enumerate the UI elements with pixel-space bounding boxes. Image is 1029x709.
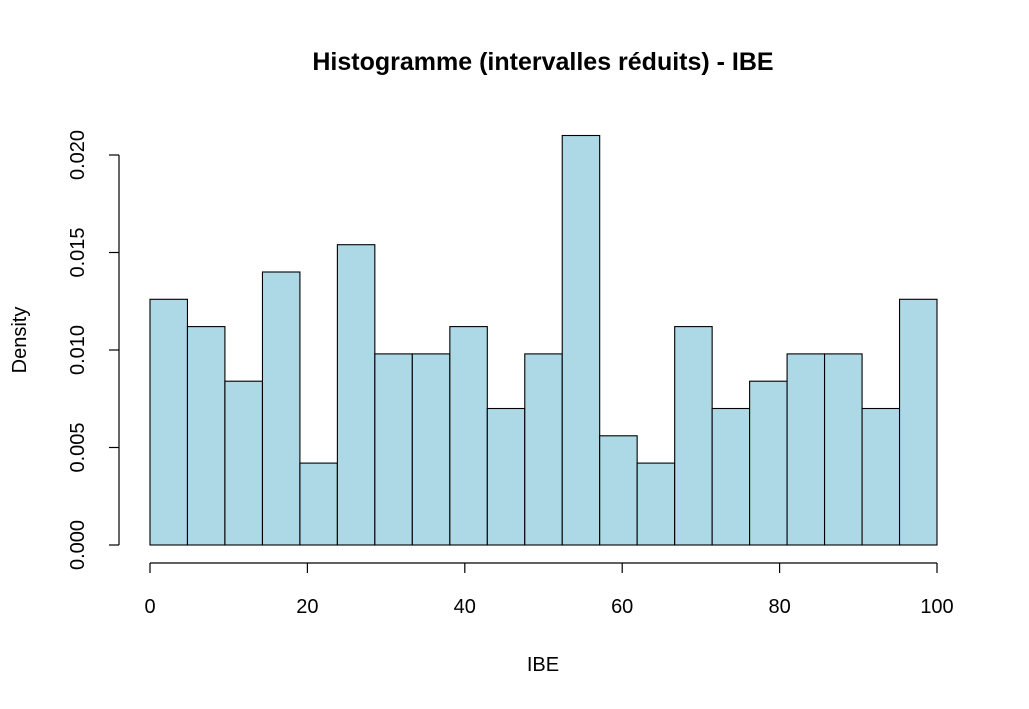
x-axis: 0 20 40 60 80 100: [144, 562, 954, 618]
histogram-bar: [711, 407, 751, 546]
y-axis: 0.000 0.005 0.010 0.015 0.020: [67, 130, 120, 570]
histogram-bar: [749, 380, 788, 546]
x-tick-label: 0: [144, 596, 155, 618]
histogram-bar: [823, 353, 863, 546]
x-tick-label: 80: [768, 596, 790, 618]
histogram-bar: [898, 298, 938, 546]
x-tick-label: 60: [611, 596, 633, 618]
histogram-bar: [449, 326, 488, 546]
histogram-bar: [636, 462, 676, 546]
histogram-bar: [786, 353, 826, 546]
x-axis-label: IBE: [527, 654, 559, 676]
histogram-bar: [186, 326, 226, 546]
histogram-bar: [411, 353, 451, 546]
bars-group: [149, 134, 938, 546]
histogram-bar: [299, 462, 338, 546]
histogram-bar: [524, 353, 563, 546]
y-tick-label: 0.000: [67, 520, 89, 570]
histogram-bar: [674, 326, 713, 546]
y-axis-label: Density: [9, 307, 31, 374]
x-tick-label: 40: [454, 596, 476, 618]
histogram-bar: [149, 298, 189, 546]
x-tick-label: 20: [296, 596, 318, 618]
histogram-bar: [336, 244, 376, 546]
histogram-bar: [374, 353, 413, 546]
histogram-bar: [261, 271, 301, 546]
y-tick-label: 0.015: [67, 227, 89, 277]
y-tick-label: 0.020: [67, 130, 89, 180]
y-tick-label: 0.010: [67, 325, 89, 375]
histogram-bar: [599, 435, 638, 546]
histogram-bar: [224, 380, 264, 546]
histogram-bar: [486, 407, 526, 546]
chart-title: Histogramme (intervalles réduits) - IBE: [312, 48, 773, 76]
x-tick-label: 100: [920, 596, 953, 618]
y-tick-label: 0.005: [67, 422, 89, 472]
histogram-bar: [861, 407, 901, 546]
histogram-bar: [561, 134, 601, 546]
